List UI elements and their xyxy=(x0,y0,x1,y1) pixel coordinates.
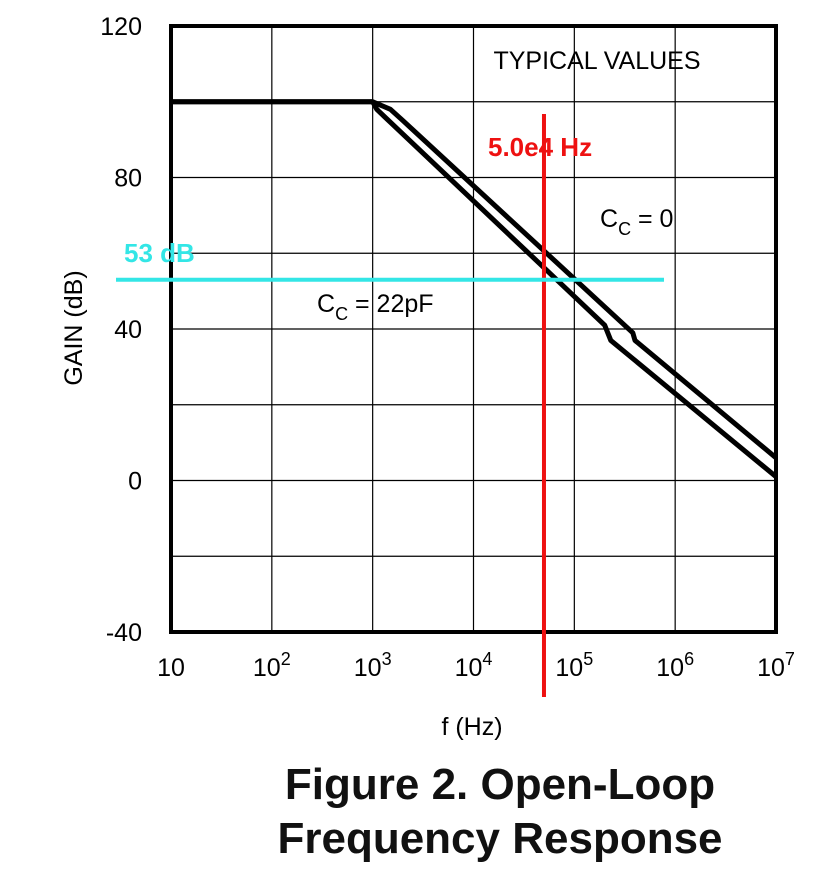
x-tick-label: 103 xyxy=(354,649,392,682)
chart-title: TYPICAL VALUES xyxy=(493,47,700,75)
y-tick-label: -40 xyxy=(106,619,142,647)
caption-line-1: Figure 2. Open-Loop xyxy=(284,760,716,809)
x-tick-label: 105 xyxy=(555,649,593,682)
series-label-cc-22pf-rest: = 22pF xyxy=(348,290,433,318)
series-layer xyxy=(171,99,778,479)
x-tick-labels: 10 102 103 104 105 106 107 xyxy=(157,649,795,682)
annotation-frequency: 5.0e4 Hz xyxy=(488,132,592,162)
plot-border xyxy=(169,24,778,634)
x-axis-label: f (Hz) xyxy=(441,713,502,741)
series-label-cc-22pf-main: C xyxy=(317,290,335,318)
y-tick-label: 0 xyxy=(128,468,142,496)
y-tick-label: 40 xyxy=(114,316,142,344)
annotation-gain: 53 dB xyxy=(124,238,195,268)
series-label-cc-22pf-sub: C xyxy=(335,304,348,324)
plot-frame xyxy=(169,24,778,634)
grid xyxy=(171,26,776,632)
chart: TYPICAL VALUES 10 102 103 104 105 106 107 -40 0… xyxy=(60,13,795,741)
x-tick-label: 107 xyxy=(757,649,795,682)
x-tick-label: 106 xyxy=(656,649,694,682)
y-axis-label: GAIN (dB) xyxy=(60,270,88,385)
series-label-cc-0-rest: = 0 xyxy=(631,205,673,233)
x-tick-label: 10 xyxy=(157,654,185,682)
series-label-cc-0-main: C xyxy=(600,205,618,233)
figure-caption: Figure 2. Open-Loop Frequency Response xyxy=(200,758,800,866)
series-line-1 xyxy=(171,99,778,479)
series-label-cc-0: CC = 0 xyxy=(600,205,673,239)
y-tick-label: 120 xyxy=(100,13,142,41)
y-tick-label: 80 xyxy=(114,165,142,193)
series-label-cc-22pf: CC = 22pF xyxy=(317,290,434,324)
caption-line-2: Frequency Response xyxy=(277,814,723,863)
y-tick-labels: -40 0 40 80 120 xyxy=(100,13,142,647)
annotation-layer xyxy=(116,114,664,697)
x-tick-label: 104 xyxy=(455,649,493,682)
x-tick-label: 102 xyxy=(253,649,291,682)
series-label-cc-0-sub: C xyxy=(618,219,631,239)
